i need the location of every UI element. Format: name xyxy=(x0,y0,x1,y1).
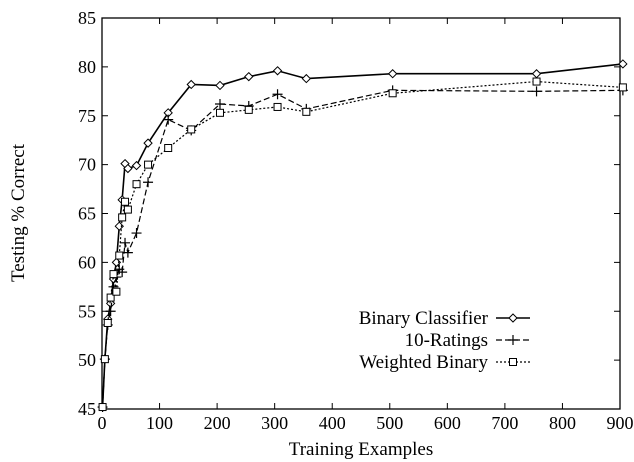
data-point xyxy=(388,89,397,98)
y-tick-label: 65 xyxy=(78,204,96,224)
data-point xyxy=(618,59,628,69)
data-point xyxy=(111,257,122,268)
data-point xyxy=(531,69,542,79)
x-tick-label: 100 xyxy=(146,413,173,433)
data-point xyxy=(131,228,142,239)
data-point xyxy=(387,69,398,79)
y-tick-label: 80 xyxy=(78,57,96,77)
data-point xyxy=(120,237,131,248)
data-point xyxy=(115,251,124,260)
x-tick-label: 600 xyxy=(434,413,461,433)
x-tick-label: 300 xyxy=(261,413,288,433)
y-axis-title: Testing % Correct xyxy=(8,143,29,282)
axis-ticks: 0 100 200 300 400 500 600 700 800 900 45 50 55 60 65 70… xyxy=(78,8,634,433)
data-point xyxy=(122,247,133,258)
series-line xyxy=(101,89,623,408)
data-point xyxy=(118,213,127,222)
y-tick-label: 60 xyxy=(78,252,96,272)
legend-label: 10-Ratings xyxy=(405,330,488,351)
data-point xyxy=(215,80,225,91)
data-point xyxy=(109,270,118,279)
x-tick-label: 0 xyxy=(98,413,107,433)
legend-label: Binary Classifier xyxy=(359,308,489,329)
y-tick-label: 50 xyxy=(78,350,96,370)
legend-label: Weighted Binary xyxy=(359,352,488,373)
y-tick-label: 75 xyxy=(78,106,96,126)
data-point xyxy=(272,66,283,76)
data-point xyxy=(244,105,253,114)
x-tick-label: 400 xyxy=(319,413,346,433)
data-point xyxy=(100,355,109,364)
data-point xyxy=(214,99,225,110)
data-point xyxy=(187,125,196,134)
data-point xyxy=(531,86,542,97)
data-point xyxy=(618,83,627,92)
data-point xyxy=(215,108,224,117)
data-point xyxy=(272,89,283,100)
data-point xyxy=(143,138,153,148)
data-point xyxy=(143,177,154,188)
data-point xyxy=(98,403,107,412)
data-point xyxy=(117,267,128,278)
y-tick-label: 85 xyxy=(78,8,96,28)
series-2 xyxy=(98,77,627,412)
data-point xyxy=(103,318,112,327)
data-point xyxy=(273,102,282,111)
x-tick-label: 900 xyxy=(607,413,634,433)
data-point xyxy=(532,77,541,86)
data-point xyxy=(121,197,130,206)
data-point xyxy=(131,160,142,171)
data-point xyxy=(114,221,124,231)
y-tick-label: 70 xyxy=(78,155,96,175)
data-point xyxy=(106,293,115,302)
x-axis-title: Training Examples xyxy=(289,439,433,460)
series-layer xyxy=(97,59,628,413)
x-tick-label: 700 xyxy=(491,413,518,433)
y-tick-label: 45 xyxy=(78,399,96,419)
data-point xyxy=(112,287,121,296)
y-tick-label: 55 xyxy=(78,301,96,321)
x-tick-label: 500 xyxy=(376,413,403,433)
plot-frame xyxy=(101,17,621,410)
legend-swatch-marker xyxy=(509,358,517,366)
data-point xyxy=(301,73,312,84)
data-point xyxy=(123,205,132,214)
legend-swatch-marker xyxy=(508,335,518,345)
data-point xyxy=(123,163,133,174)
data-point xyxy=(186,79,196,90)
data-point xyxy=(105,306,116,317)
data-point xyxy=(164,144,173,153)
data-point xyxy=(132,180,141,189)
data-point xyxy=(144,160,153,169)
x-tick-label: 800 xyxy=(549,413,576,433)
data-point xyxy=(163,114,174,125)
data-point xyxy=(244,71,254,82)
legend-swatch-marker xyxy=(508,313,518,323)
x-tick-label: 200 xyxy=(204,413,231,433)
data-point xyxy=(302,107,311,116)
